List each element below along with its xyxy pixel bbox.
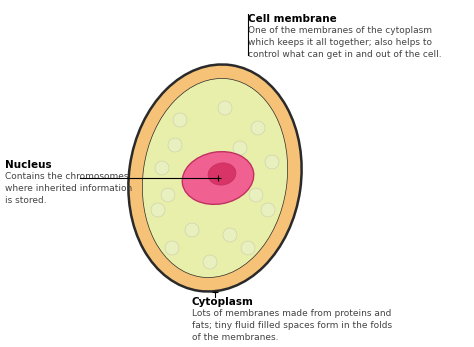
Circle shape [261, 203, 275, 217]
Circle shape [168, 138, 182, 152]
Circle shape [265, 155, 279, 169]
Circle shape [218, 101, 232, 115]
Circle shape [249, 188, 263, 202]
Ellipse shape [128, 65, 301, 291]
Circle shape [155, 161, 169, 175]
Circle shape [223, 228, 237, 242]
Circle shape [173, 113, 187, 127]
Circle shape [233, 141, 247, 155]
Ellipse shape [208, 163, 236, 185]
Text: Lots of membranes made from proteins and
fats; tiny fluid filled spaces form in : Lots of membranes made from proteins and… [192, 309, 392, 341]
Text: Cell membrane: Cell membrane [248, 14, 337, 24]
Circle shape [161, 188, 175, 202]
Circle shape [151, 203, 165, 217]
Circle shape [241, 241, 255, 255]
Ellipse shape [182, 152, 254, 204]
Text: Contains the chromosomes
where inherited information
is stored.: Contains the chromosomes where inherited… [5, 172, 132, 205]
Text: One of the membranes of the cytoplasm
which keeps it all together; also helps to: One of the membranes of the cytoplasm wh… [248, 26, 442, 59]
Text: Cytoplasm: Cytoplasm [192, 297, 254, 307]
Ellipse shape [142, 78, 288, 278]
Circle shape [203, 255, 217, 269]
Circle shape [185, 223, 199, 237]
Circle shape [165, 241, 179, 255]
Circle shape [251, 121, 265, 135]
Text: Nucleus: Nucleus [5, 160, 52, 170]
